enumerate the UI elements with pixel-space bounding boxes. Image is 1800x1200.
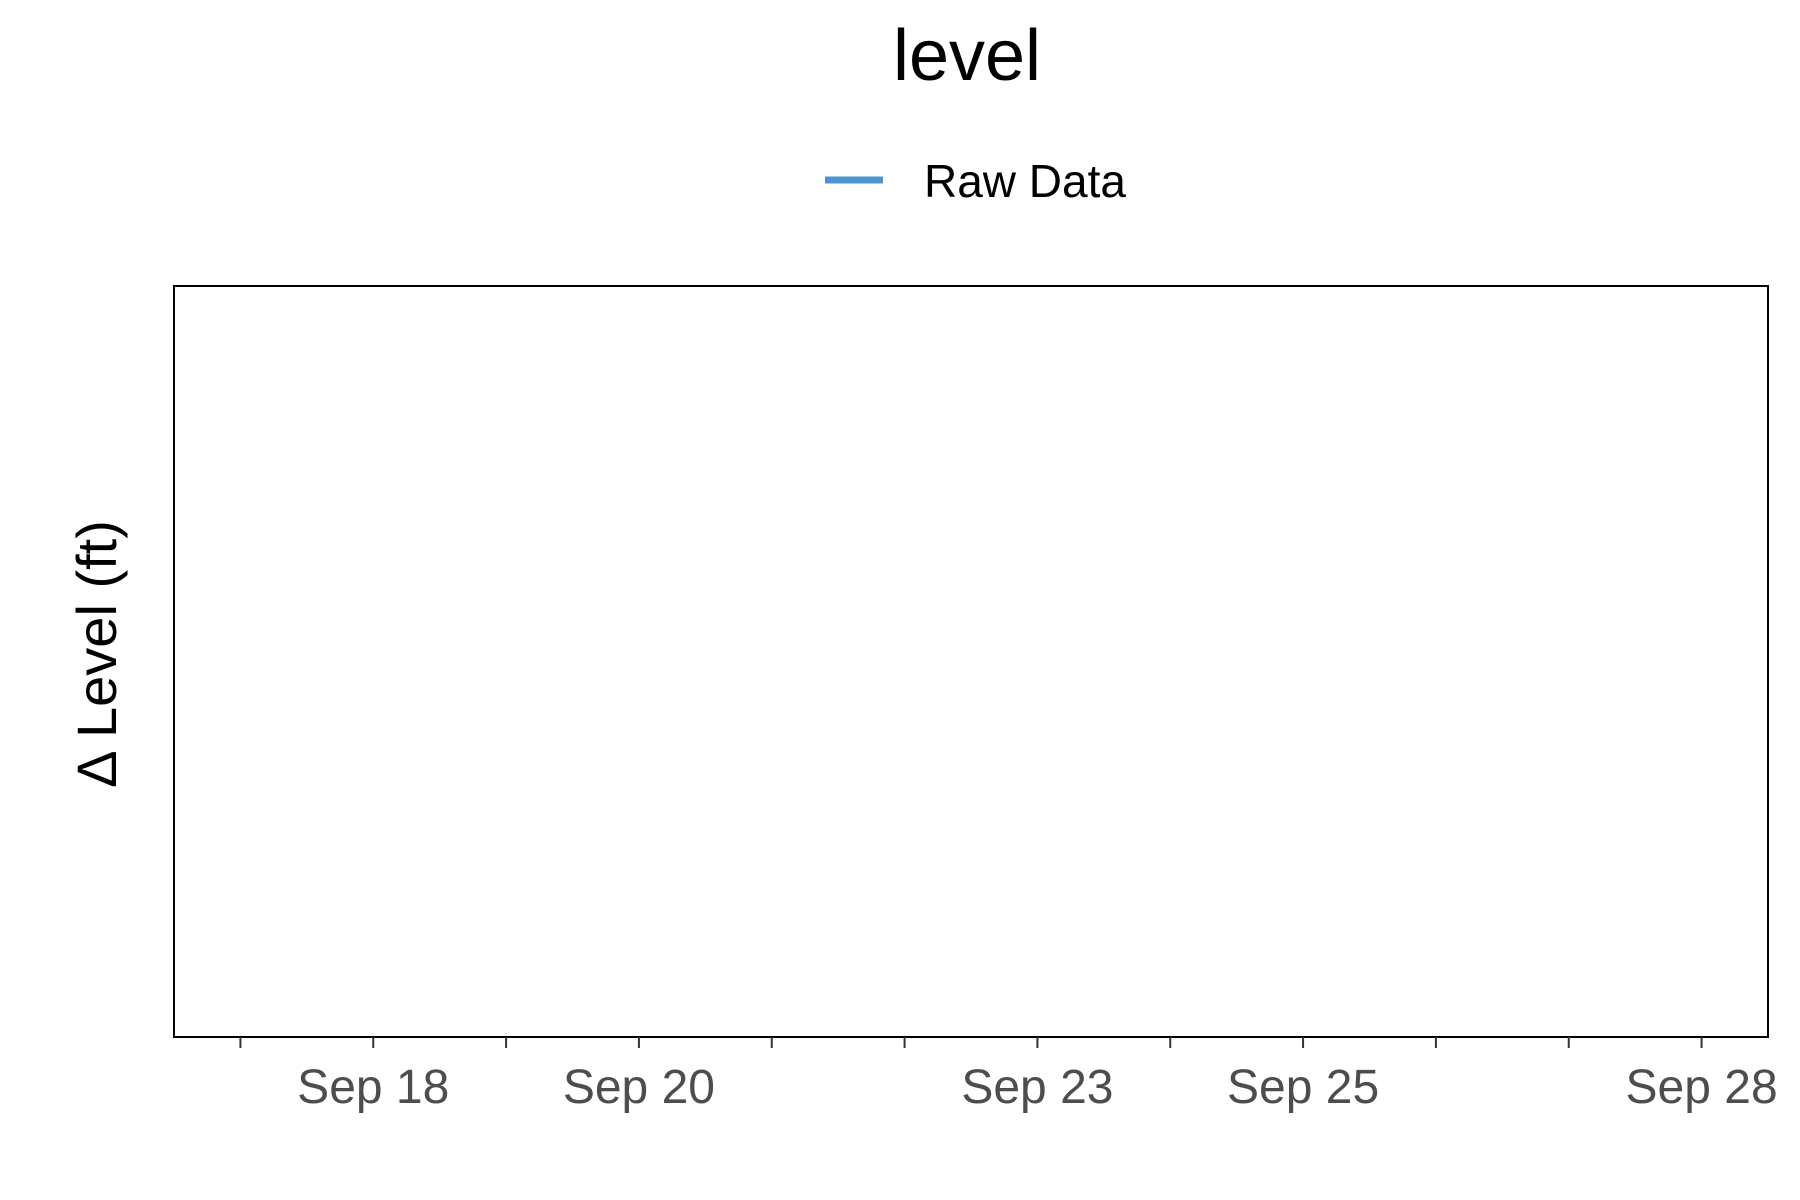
plot-panel (173, 285, 1769, 1038)
chart-title: level (893, 16, 1041, 96)
x-tick-label: Sep 25 (1227, 1061, 1379, 1114)
legend-label-raw-data: Raw Data (924, 155, 1126, 207)
y-axis-title: Δ Level (ft) (65, 520, 128, 788)
x-tick-label: Sep 28 (1626, 1061, 1778, 1114)
x-tick-label: Sep 20 (563, 1061, 715, 1114)
y-axis-label: Δ Level (ft) (65, 520, 128, 788)
x-axis: Sep 18 Sep 20 Sep 23 Sep 25 Sep 28 (239, 1037, 1778, 1114)
legend: Raw Data (825, 155, 1126, 207)
x-tick-label: Sep 18 (297, 1061, 449, 1114)
x-tick-label: Sep 23 (961, 1061, 1113, 1114)
